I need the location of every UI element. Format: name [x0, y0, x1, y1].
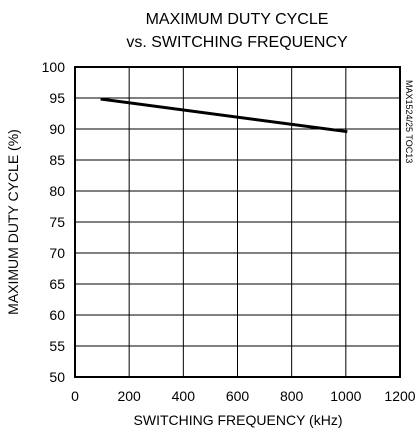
y-axis-label: MAXIMUM DUTY CYCLE (%): [5, 129, 21, 315]
y-tick-label: 50: [49, 369, 65, 385]
chart-title: MAXIMUM DUTY CYCLE vs. SWITCHING FREQUEN…: [126, 11, 348, 51]
x-tick-label: 0: [71, 388, 79, 404]
y-tick-label: 80: [49, 183, 65, 199]
y-tick-label: 85: [49, 152, 65, 168]
x-tick-label: 600: [226, 388, 250, 404]
x-tick-label: 200: [117, 388, 141, 404]
series-line: [102, 99, 346, 131]
chart-title-line-2: vs. SWITCHING FREQUENCY: [126, 34, 348, 51]
x-tick-label: 400: [172, 388, 196, 404]
y-tick-label: 70: [49, 245, 65, 261]
y-tick-label: 75: [49, 214, 65, 230]
grid-lines: [75, 67, 400, 377]
y-tick-label: 55: [49, 338, 65, 354]
y-tick-label: 90: [49, 121, 65, 137]
data-series-layer: [102, 99, 346, 131]
x-tick-label: 1000: [330, 388, 361, 404]
x-axis-label: SWITCHING FREQUENCY (kHz): [134, 412, 343, 428]
side-note: MAX1524/25 TOC13: [404, 80, 414, 163]
y-tick-label: 65: [49, 276, 65, 292]
chart-title-line-1: MAXIMUM DUTY CYCLE: [146, 11, 329, 28]
y-tick-label: 100: [42, 59, 66, 75]
y-tick-label: 60: [49, 307, 65, 323]
x-tick-label: 1200: [384, 388, 415, 404]
y-tick-label: 95: [49, 90, 65, 106]
tick-labels: 0 200 400 600 800 1000 1200 50 55 60 65 70 75 80 85 90 9…: [42, 59, 416, 404]
x-tick-label: 800: [280, 388, 304, 404]
